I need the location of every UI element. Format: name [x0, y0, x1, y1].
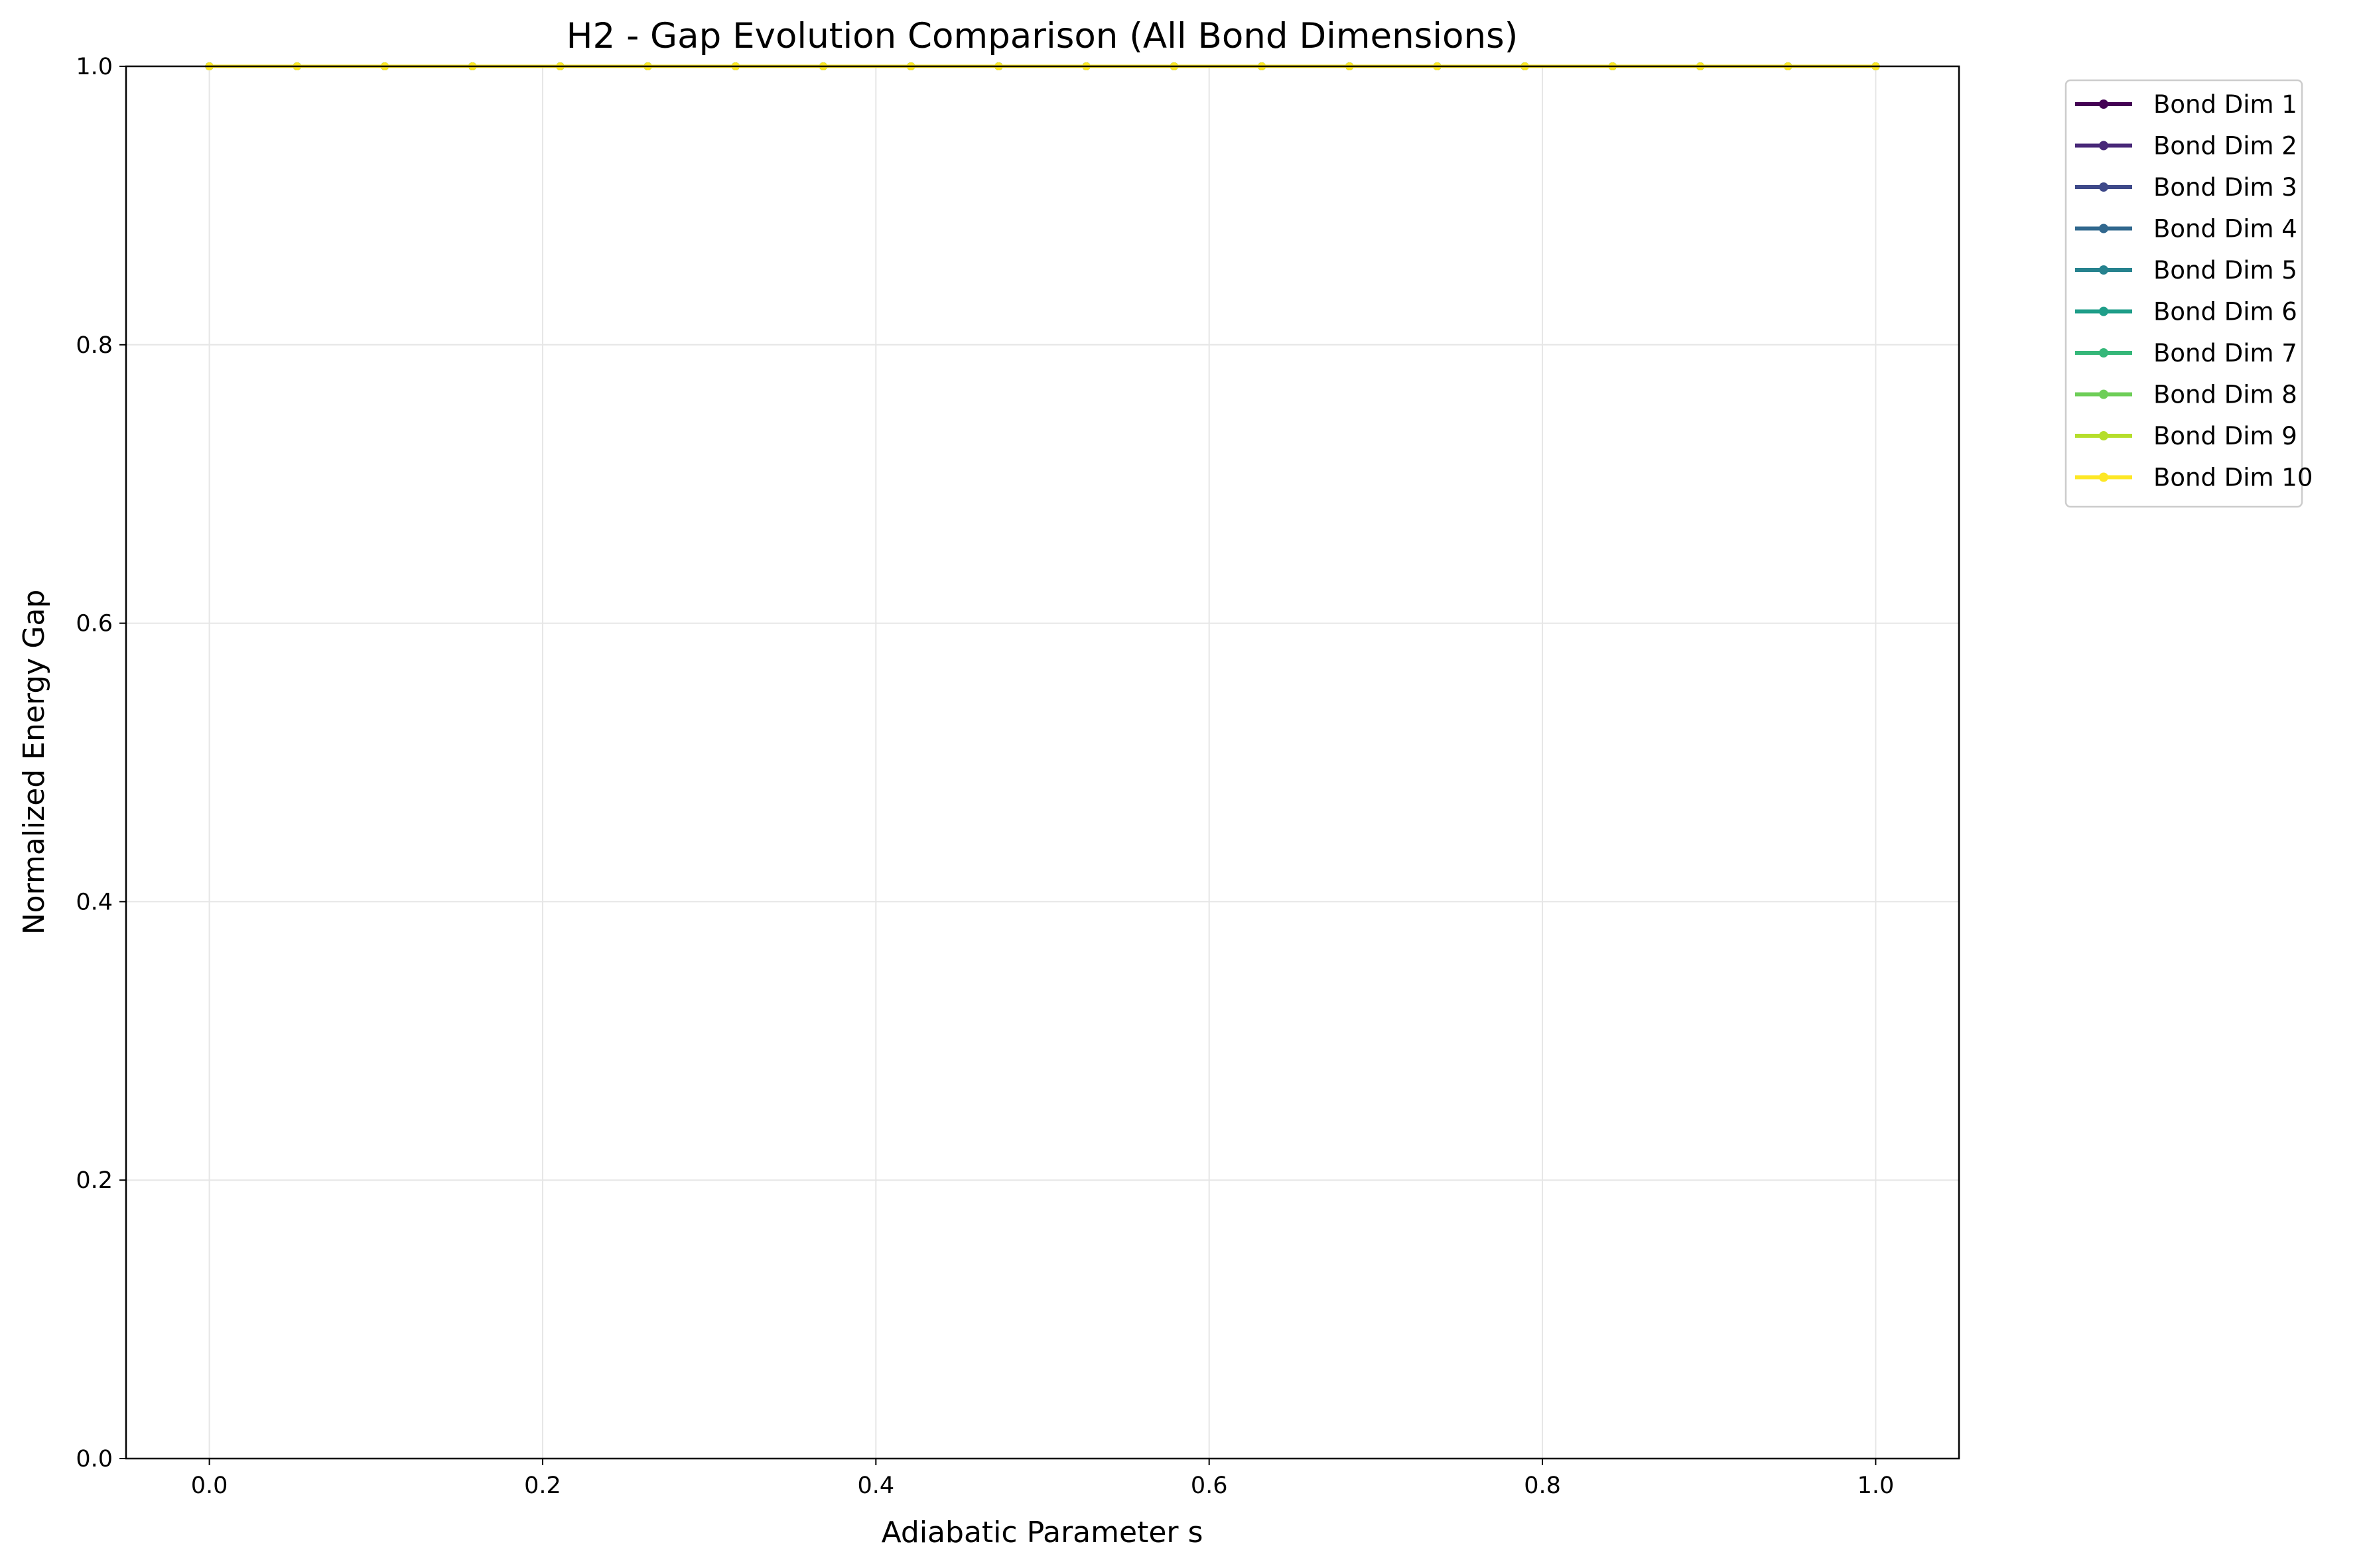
y-tick-label: 0.0 — [76, 1446, 113, 1472]
legend-item: Bond Dim 8 — [2075, 381, 2297, 409]
legend-label: Bond Dim 1 — [2153, 90, 2297, 119]
x-tick-label: 0.4 — [857, 1472, 894, 1499]
legend-label: Bond Dim 3 — [2153, 173, 2297, 202]
y-axis-ticks: 0.0 0.2 0.4 0.6 0.8 1.0 — [76, 54, 126, 1472]
axes-frame — [125, 65, 1960, 1460]
y-tick-label: 0.6 — [76, 611, 113, 637]
chart-title: H2 - Gap Evolution Comparison (All Bond … — [567, 16, 1519, 56]
legend-swatch-marker — [2099, 348, 2108, 358]
legend-item: Bond Dim 5 — [2075, 256, 2297, 285]
legend-swatch-marker — [2099, 224, 2108, 233]
legend-item: Bond Dim 9 — [2075, 422, 2297, 450]
legend-label: Bond Dim 6 — [2153, 298, 2297, 326]
y-tick-label: 0.2 — [76, 1167, 113, 1194]
legend-label: Bond Dim 7 — [2153, 339, 2297, 367]
x-tick-label: 0.0 — [191, 1472, 228, 1499]
x-tick-label: 0.2 — [524, 1472, 561, 1499]
x-tick-label: 0.6 — [1191, 1472, 1228, 1499]
legend-items: Bond Dim 1 Bond Dim 2 Bond Dim 3 Bond Dim 4… — [2075, 90, 2313, 492]
legend-item: Bond Dim 3 — [2075, 173, 2297, 202]
legend-swatch-marker — [2099, 389, 2108, 399]
y-tick-label: 0.8 — [76, 332, 113, 359]
x-axis-label: Adiabatic Parameter s — [882, 1516, 1203, 1549]
legend-item: Bond Dim 1 — [2075, 90, 2297, 119]
y-axis-label: Normalized Energy Gap — [17, 590, 51, 935]
x-tick-label: 1.0 — [1857, 1472, 1895, 1499]
legend-item: Bond Dim 6 — [2075, 298, 2297, 326]
legend-label: Bond Dim 4 — [2153, 215, 2297, 243]
y-tick-label: 0.4 — [76, 889, 113, 915]
legend-swatch-marker — [2099, 99, 2108, 109]
legend-label: Bond Dim 8 — [2153, 381, 2297, 409]
legend-label: Bond Dim 10 — [2153, 464, 2313, 492]
legend-item: Bond Dim 4 — [2075, 215, 2297, 243]
legend: Bond Dim 1 Bond Dim 2 Bond Dim 3 Bond Dim 4… — [2064, 79, 2313, 508]
legend-swatch-marker — [2099, 431, 2108, 440]
legend-swatch-marker — [2099, 265, 2108, 275]
legend-label: Bond Dim 9 — [2153, 422, 2297, 450]
legend-swatch-marker — [2099, 182, 2108, 192]
legend-item: Bond Dim 7 — [2075, 339, 2297, 367]
legend-label: Bond Dim 2 — [2153, 132, 2297, 161]
x-axis-ticks: 0.0 0.2 0.4 0.6 0.8 1.0 — [191, 1459, 1894, 1499]
legend-swatch-marker — [2099, 472, 2108, 482]
x-tick-label: 0.8 — [1524, 1472, 1561, 1499]
legend-item: Bond Dim 10 — [2075, 464, 2313, 492]
legend-swatch-marker — [2099, 306, 2108, 316]
legend-swatch-marker — [2099, 141, 2108, 151]
legend-item: Bond Dim 2 — [2075, 132, 2297, 161]
y-tick-label: 1.0 — [76, 54, 113, 80]
legend-label: Bond Dim 5 — [2153, 256, 2297, 285]
